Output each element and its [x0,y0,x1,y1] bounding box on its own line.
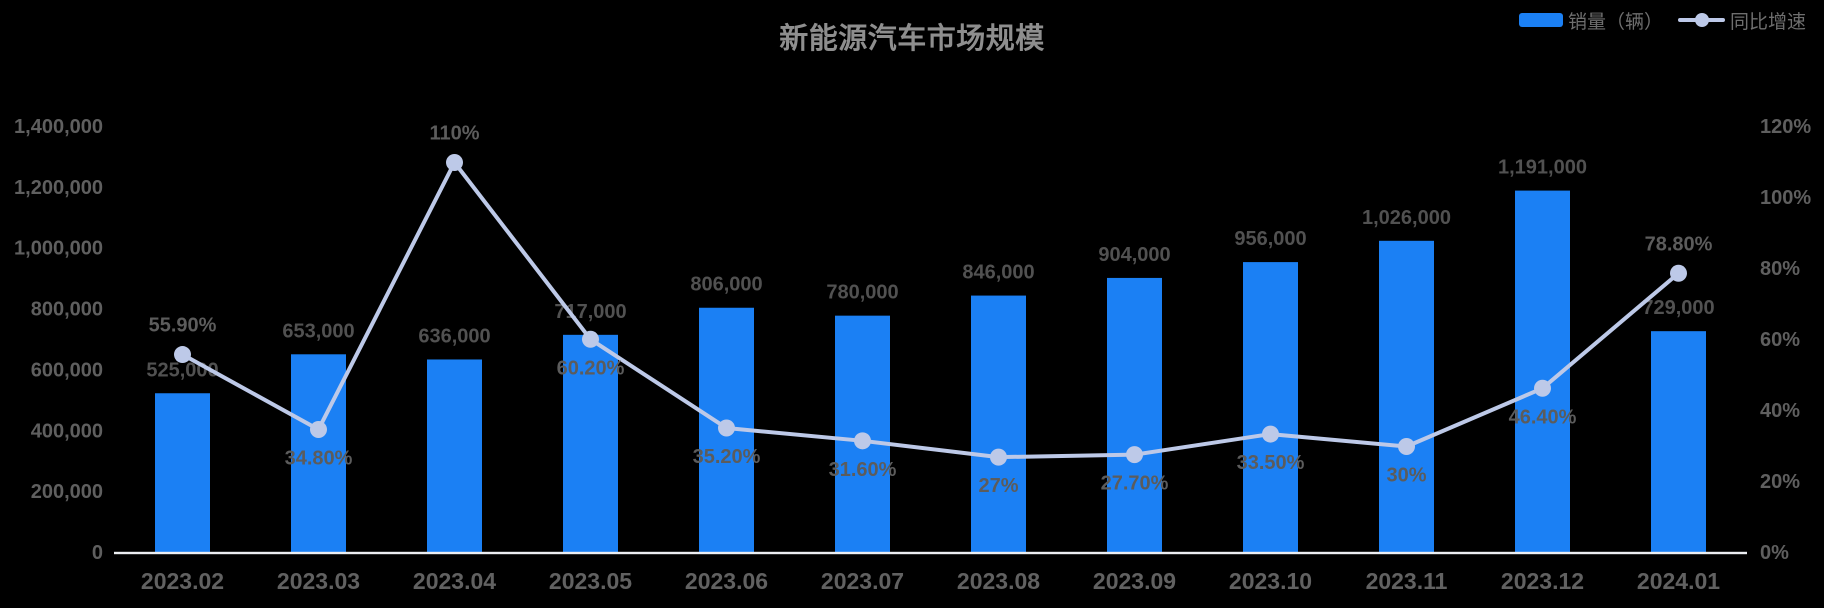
pct-label-2023.11: 30% [1386,465,1426,487]
line-marker-2023.05[interactable] [582,330,599,348]
bar-label-2023.12: 1,191,000 [1498,157,1587,179]
left-tick-1,400,000: 1,400,000 [14,116,103,138]
line-marker-2023.06[interactable] [718,419,735,437]
left-tick-600,000: 600,000 [31,359,103,381]
line-marker-2023.04[interactable] [446,154,463,171]
left-tick-400,000: 400,000 [31,420,103,442]
legend-line-label[interactable]: 同比增速 [1730,11,1807,33]
x-label-2023.04: 2023.04 [413,568,496,594]
right-tick-0%: 0% [1760,542,1789,564]
bar-2023.08[interactable] [971,295,1026,553]
pct-label-2023.05: 60.20% [557,357,625,379]
x-label-2023.05: 2023.05 [549,568,632,594]
left-tick-800,000: 800,000 [31,299,103,321]
bar-label-2023.11: 1,026,000 [1362,207,1451,229]
bar-2023.02[interactable] [155,393,210,553]
right-tick-60%: 60% [1760,329,1800,351]
bar-2023.11[interactable] [1379,240,1434,553]
x-label-2023.02: 2023.02 [141,568,224,594]
pct-label-2023.03: 34.80% [285,447,353,469]
left-tick-1,200,000: 1,200,000 [14,177,103,199]
bar-label-2023.07: 780,000 [826,282,898,304]
x-label-2023.11: 2023.11 [1366,568,1448,594]
bar-2023.04[interactable] [427,359,482,553]
bar-2023.10[interactable] [1243,262,1298,553]
legend-bar-swatch[interactable] [1519,13,1563,27]
pct-label-2023.07: 31.60% [829,459,897,481]
legend-line-marker[interactable] [1678,13,1726,28]
line-marker-2023.10[interactable] [1262,425,1279,443]
x-label-2023.03: 2023.03 [277,568,360,594]
bar-2024.01[interactable] [1651,331,1706,553]
bar-label-2023.08: 846,000 [962,262,1034,284]
pct-label-2023.10: 33.50% [1237,452,1305,474]
pct-label-2023.08: 27% [978,475,1018,497]
x-label-2024.01: 2024.01 [1637,568,1720,594]
line-marker-2023.08[interactable] [990,448,1007,466]
line-marker-2023.09[interactable] [1126,446,1143,464]
x-label-2023.12: 2023.12 [1501,568,1584,594]
left-tick-200,000: 200,000 [31,481,103,503]
left-tick-1,000,000: 1,000,000 [14,238,103,260]
right-tick-20%: 20% [1760,471,1800,493]
line-marker-2023.03[interactable] [310,420,327,438]
bar-label-2023.09: 904,000 [1098,244,1170,266]
bar-2023.05[interactable] [563,334,618,553]
x-label-2023.10: 2023.10 [1229,568,1312,594]
right-tick-120%: 120% [1760,116,1811,138]
chart-title: 新能源汽车市场规模 [779,23,1045,55]
bar-2023.03[interactable] [291,354,346,553]
bar-label-2023.10: 956,000 [1234,228,1306,250]
bar-label-2024.01: 729,000 [1642,297,1714,319]
pct-label-2023.09: 27.70% [1101,473,1169,495]
right-tick-80%: 80% [1760,258,1800,280]
pct-label-2024.01: 78.80% [1645,233,1713,255]
legend-bar-label[interactable]: 销量（辆） [1568,11,1664,33]
legend-dot-icon [1694,13,1709,27]
line-marker-2023.02[interactable] [174,346,191,364]
pct-label-2023.02: 55.90% [149,315,217,337]
bar-2023.09[interactable] [1107,277,1162,553]
bar-label-2023.04: 636,000 [418,325,490,347]
line-marker-2023.12[interactable] [1534,379,1551,397]
x-label-2023.09: 2023.09 [1093,568,1176,594]
x-axis-line [114,551,1747,555]
pct-label-2023.04: 110% [429,123,479,145]
x-label-2023.08: 2023.08 [957,568,1040,594]
pct-label-2023.06: 35.20% [693,446,761,468]
pct-label-2023.12: 46.40% [1509,406,1577,428]
line-marker-2023.11[interactable] [1398,438,1415,455]
bar-label-2023.06: 806,000 [690,274,762,296]
left-tick-0: 0 [92,542,103,564]
legend: 销量（辆） 同比增速 [1519,6,1806,34]
line-marker-2024.01[interactable] [1670,264,1687,282]
right-tick-100%: 100% [1760,187,1811,209]
x-label-2023.06: 2023.06 [685,568,768,594]
bar-label-2023.03: 653,000 [282,320,354,342]
growth-line [180,160,1681,460]
line-marker-2023.07[interactable] [854,432,871,450]
right-tick-40%: 40% [1760,400,1800,422]
x-label-2023.07: 2023.07 [821,568,904,594]
